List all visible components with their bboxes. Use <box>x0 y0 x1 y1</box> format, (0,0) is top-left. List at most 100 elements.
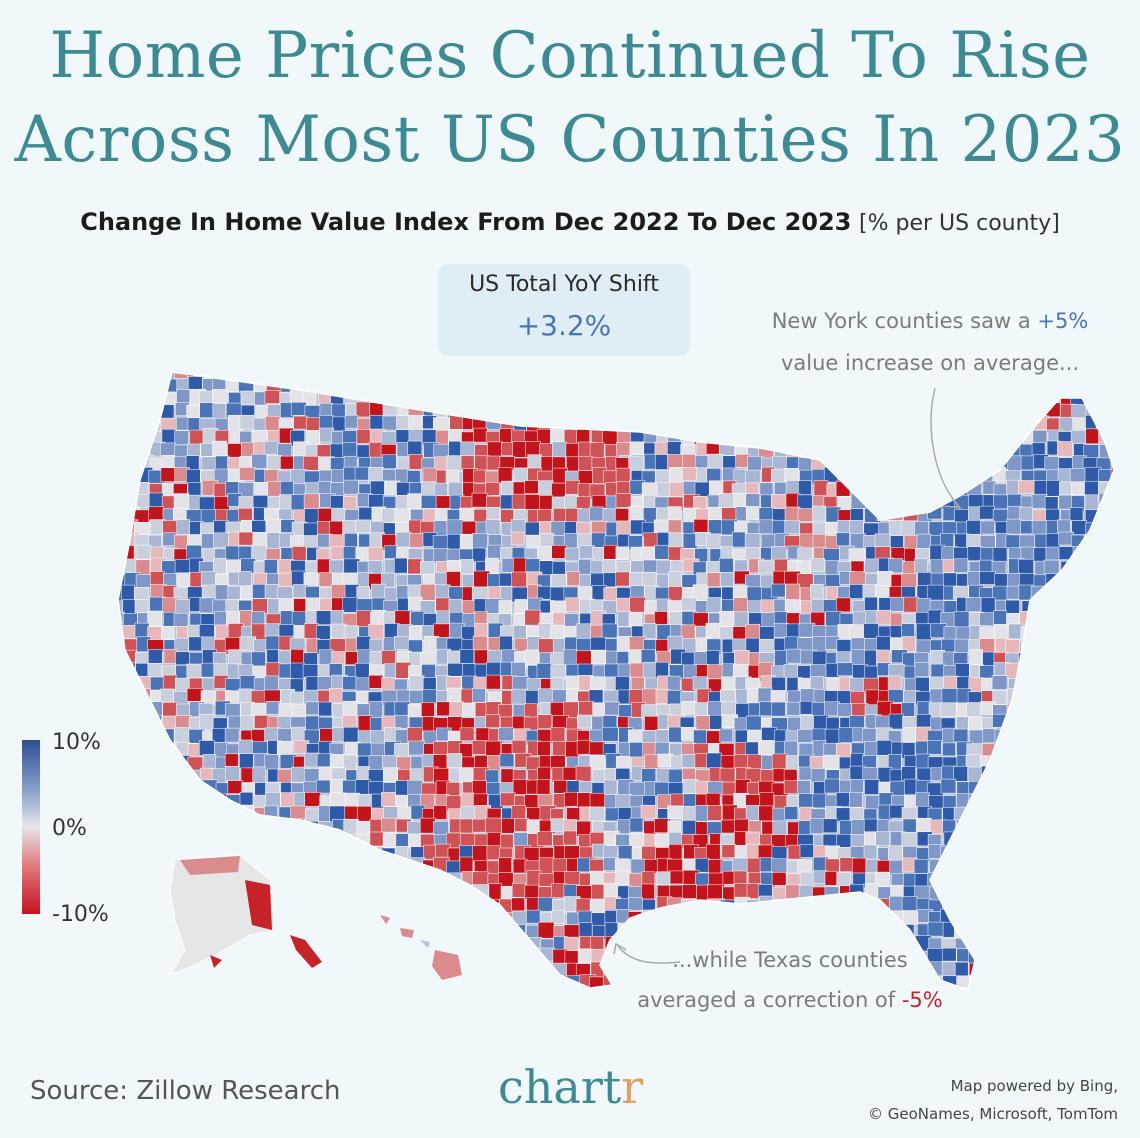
county-cell <box>786 417 801 433</box>
county-cell <box>681 805 698 823</box>
map-credit: Map powered by Bing, © GeoNames, Microso… <box>868 1072 1118 1128</box>
county-cell <box>345 974 359 990</box>
county-cell <box>228 649 243 665</box>
county-cell <box>511 805 527 820</box>
county-cell <box>901 468 917 484</box>
county-cell <box>577 948 593 964</box>
county-cell <box>800 715 815 730</box>
county-cell <box>540 456 555 473</box>
county-cell <box>839 440 855 456</box>
county-cell <box>383 372 398 381</box>
county-cell <box>316 779 331 794</box>
county-cell <box>1031 741 1047 758</box>
county-cell <box>407 704 423 719</box>
county-cell <box>305 701 320 716</box>
county-cell <box>591 884 606 900</box>
county-cell <box>991 675 1008 690</box>
county-cell <box>772 910 786 925</box>
county-cell <box>850 649 867 665</box>
county-cell <box>121 678 138 692</box>
county-cell <box>317 676 333 690</box>
county-cell <box>355 519 371 534</box>
county-cell <box>1018 847 1033 864</box>
alaska <box>168 854 322 977</box>
county-cell <box>227 818 243 832</box>
county-cell <box>251 963 268 979</box>
county-cell <box>344 372 362 380</box>
county-cell <box>423 871 439 888</box>
subtitle: Change In Home Value Index From Dec 2022… <box>0 208 1140 236</box>
county-cell <box>409 885 425 900</box>
county-cell <box>134 989 150 990</box>
county-cell <box>118 716 125 731</box>
county-cell <box>1071 716 1087 732</box>
county-cell <box>118 454 127 471</box>
county-cell <box>488 935 502 949</box>
county-cell <box>992 466 1007 483</box>
county-cell <box>331 924 346 941</box>
county-cell <box>1085 546 1099 561</box>
county-cell <box>1109 740 1114 757</box>
county-cell <box>1060 742 1075 758</box>
county-cell <box>732 401 748 417</box>
county-cell <box>980 442 995 459</box>
county-cell <box>955 858 972 872</box>
county-cell <box>979 571 996 585</box>
county-cell <box>135 844 152 861</box>
county-cell <box>849 584 865 599</box>
county-cell <box>865 795 880 810</box>
county-cell <box>1097 716 1114 733</box>
county-cell <box>513 378 531 395</box>
county-cell <box>758 559 774 574</box>
county-cell <box>318 949 334 966</box>
county-cell <box>812 440 830 456</box>
county-cell <box>318 649 334 666</box>
county-cell <box>186 821 203 836</box>
county-cell <box>773 392 787 408</box>
county-cell <box>435 873 450 890</box>
county-cell <box>875 404 891 419</box>
county-cell <box>381 847 396 864</box>
us-border <box>117 371 1115 991</box>
county-cell <box>746 781 761 796</box>
county-cell <box>381 792 396 807</box>
county-cell <box>1019 961 1034 977</box>
county-cell <box>992 690 1007 705</box>
county-cell <box>264 977 280 990</box>
county-cell <box>773 622 789 638</box>
county-cell <box>733 870 748 886</box>
county-cell <box>315 625 331 640</box>
county-cell <box>201 988 217 990</box>
county-cell <box>696 376 712 392</box>
county-cell <box>798 925 814 941</box>
county-cell <box>563 989 580 990</box>
county-cell <box>175 651 190 666</box>
county-cell <box>1030 911 1047 926</box>
county-cell <box>214 833 230 850</box>
county-cell <box>903 493 920 508</box>
county-cell <box>382 832 398 848</box>
county-cell <box>1018 584 1034 601</box>
county-cell <box>396 415 411 432</box>
county-cell <box>160 975 176 990</box>
county-cell <box>1111 650 1114 666</box>
county-cell <box>1032 899 1046 914</box>
county-cell <box>135 574 152 588</box>
county-cell <box>810 768 826 783</box>
county-cell <box>1111 559 1114 575</box>
county-cell <box>446 455 464 472</box>
county-cell <box>487 925 501 941</box>
county-cell <box>1018 752 1036 768</box>
county-cell <box>654 470 671 484</box>
county-cell <box>865 610 879 625</box>
county-cell <box>876 417 893 433</box>
county-cell <box>279 846 294 862</box>
county-cell <box>1032 820 1048 836</box>
county-cell <box>797 729 814 743</box>
county-cell <box>370 899 385 913</box>
county-cell <box>240 818 258 833</box>
county-cell <box>537 372 554 382</box>
county-cell <box>615 571 630 587</box>
county-cell <box>745 805 760 821</box>
county-cell <box>160 986 175 990</box>
